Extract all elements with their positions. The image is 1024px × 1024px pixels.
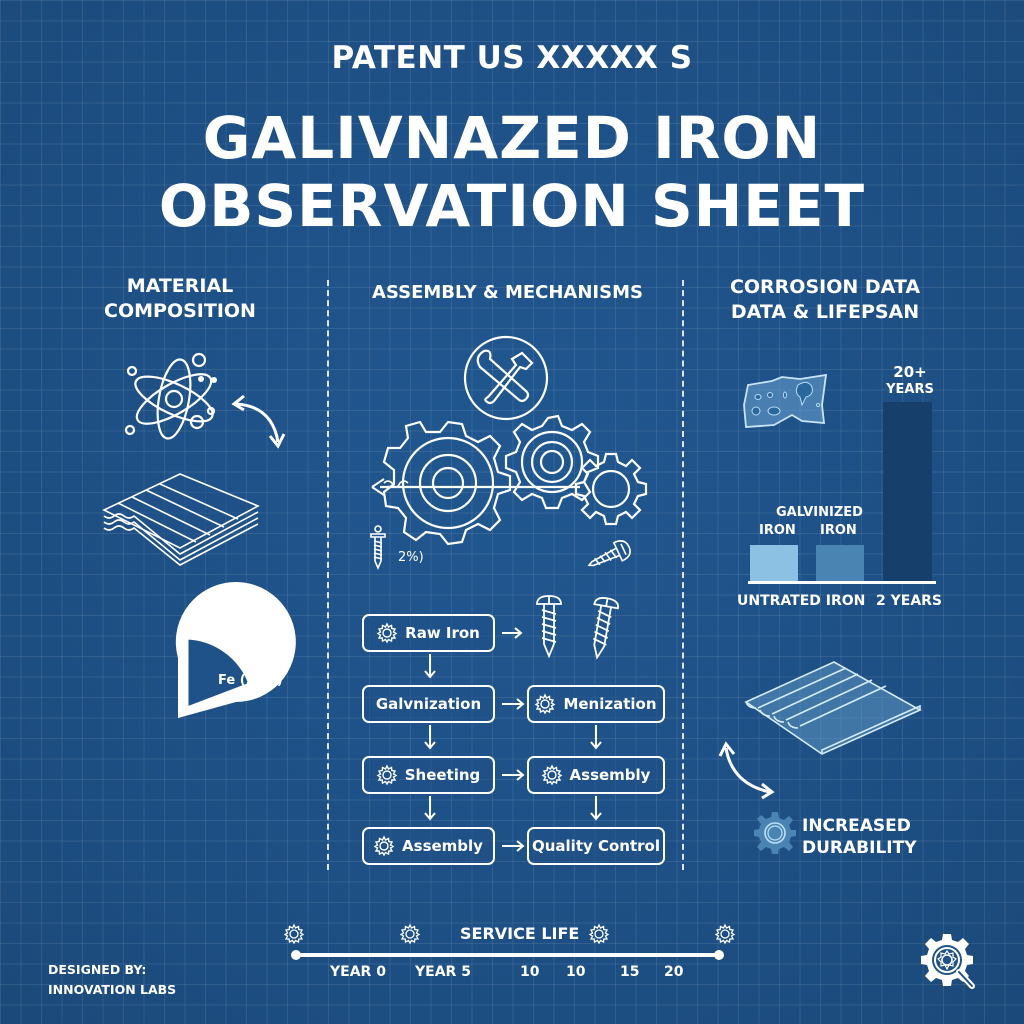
timeline-end-dot [714, 950, 724, 960]
gear-icon [535, 693, 556, 715]
column-divider-right [682, 280, 684, 870]
screws-pair-icon [536, 595, 619, 660]
flow-step-sheeting: Sheeting [362, 756, 495, 794]
gear-icon [373, 835, 395, 857]
flow-step-menization: Menization [527, 685, 665, 723]
flow-step-raw-iron: Raw Iron [362, 614, 495, 652]
title-line-2: OBSERVATION SHEET [158, 172, 866, 240]
timeline-tick: YEAR 0 [330, 964, 386, 980]
bar-top-label: 20+ YEARS [886, 363, 934, 398]
galvanized-sheet-icon [744, 661, 922, 755]
bar-galvanized-lifespan [883, 402, 932, 582]
flow-step-assembly-left: Assembly [362, 827, 495, 865]
timeline-gear-icon [399, 923, 421, 945]
bolt-arrow-icon [371, 478, 385, 496]
pie-slice-fe [185, 636, 252, 711]
bar-untreated-iron [750, 545, 798, 582]
timeline-start-dot [291, 950, 301, 960]
flow-arrows [424, 627, 602, 852]
increased-durability-label: INCREASED DURABILITY [802, 816, 917, 858]
gears-icon [371, 414, 648, 546]
curved-double-arrow-icon [231, 394, 286, 449]
stacked-sheets-icon [102, 473, 260, 566]
timeline-title: SERVICE LIFE [460, 924, 580, 943]
timeline-tick: 20 [664, 964, 684, 980]
label-iron-1: IRON [759, 523, 796, 538]
pie-label-fe: Fe (98%) [218, 673, 283, 688]
corrosion-bar-chart [748, 400, 936, 582]
bar-galvanized-iron [816, 545, 864, 582]
durability-gear-icon [754, 812, 796, 854]
composition-pie-chart [175, 582, 296, 718]
material-composition-heading: MATERIAL COMPOSITION [104, 275, 256, 322]
label-galvinized: GALVINIZED [776, 505, 863, 520]
flow-step-assembly-right: Assembly [527, 756, 665, 794]
gear-magnifier-icon [921, 934, 975, 989]
flow-step-quality-control: Quality Control [527, 827, 665, 865]
label-iron-2: IRON [820, 523, 857, 538]
corrosion-data-heading: CORROSION DATA DATA & LIFEPSAN [729, 276, 921, 323]
timeline-gear-icon [714, 923, 736, 945]
gear-icon [376, 764, 398, 786]
timeline-tick: YEAR 5 [415, 964, 471, 980]
gear-icon [376, 622, 398, 644]
screw-icon [370, 525, 386, 571]
patent-number: PATENT US XXXXX S [331, 40, 693, 76]
axis-label-years: 2 YEARS [876, 593, 943, 609]
column-divider-left [327, 280, 329, 870]
screw-note: 2%) [398, 550, 424, 565]
assembly-mechanisms-heading: ASSEMBLY & MECHANISMS [372, 282, 643, 303]
corroded-plate-icon [743, 373, 828, 428]
gear-icon [541, 764, 562, 786]
timeline-tick: 10 [566, 964, 586, 980]
axis-label-untreated: UNTRATED IRON [737, 593, 866, 609]
designed-by: DESIGNED BY: INNOVATION LABS [48, 962, 177, 997]
curved-double-arrow-icon [718, 741, 775, 800]
timeline-line [296, 953, 720, 957]
page-title: GALIVNAZED IRON OBSERVATION SHEET [0, 104, 1024, 240]
title-line-1: GALIVNAZED IRON [202, 104, 822, 172]
timeline-tick: 10 [520, 964, 540, 980]
screw-icon [587, 540, 631, 567]
flow-step-galvanization: Galvnization [362, 685, 495, 723]
timeline-tick: 15 [620, 964, 640, 980]
chart-baseline [748, 581, 936, 584]
tools-icon [463, 335, 549, 421]
atom-icon [124, 352, 217, 440]
timeline-gear-icon [588, 923, 610, 945]
timeline-gear-icon [283, 923, 305, 945]
